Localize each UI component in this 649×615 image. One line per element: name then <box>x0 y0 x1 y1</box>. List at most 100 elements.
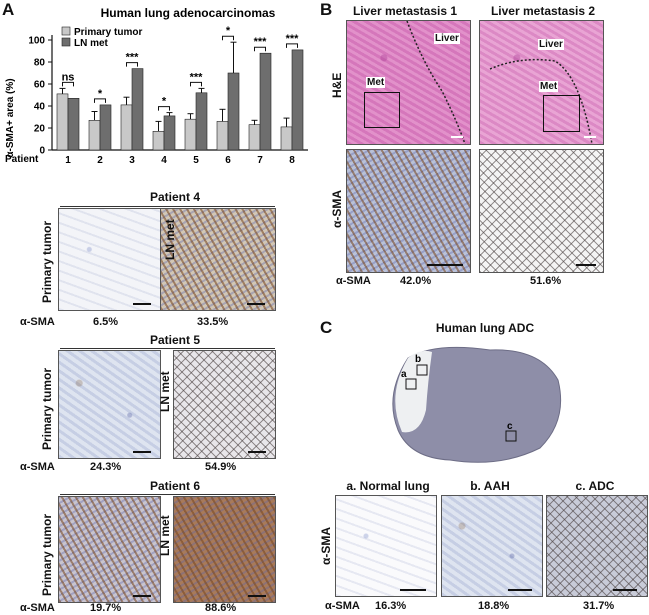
y-tick-label: 100 <box>28 36 45 47</box>
patient-4-title: Patient 4 <box>149 190 200 204</box>
bar-ln-patient-3 <box>131 68 144 151</box>
significance-label: *** <box>286 33 300 45</box>
bar-primary-patient-1 <box>56 93 69 151</box>
patient-6-marker: α-SMA <box>20 602 55 614</box>
significance-bracket <box>286 43 298 48</box>
significance-label: * <box>98 88 103 100</box>
liver-met-2-title: Liver metastasis 2 <box>490 4 596 18</box>
patient-5-ln-value: 54.9% <box>205 461 237 473</box>
normal-lung-image <box>335 495 437 597</box>
bar-primary-patient-6 <box>216 121 229 151</box>
he-row-label: H&E <box>330 72 344 98</box>
y-tick-label: 80 <box>34 58 46 69</box>
patient-5-primary-image <box>58 350 161 459</box>
significance-label: * <box>226 25 231 37</box>
box-b-label: b <box>415 354 421 365</box>
x-tick-label: 4 <box>161 155 167 166</box>
bar-ln-patient-8 <box>291 49 304 151</box>
patient-6-title: Patient 6 <box>149 479 200 493</box>
normal-lung-value: 16.3% <box>375 600 407 612</box>
significance-bracket <box>126 62 138 67</box>
he-liver-met-1-image: Liver Met <box>346 20 471 145</box>
bar-primary-patient-7 <box>248 124 261 151</box>
patient-5-marker: α-SMA <box>20 461 55 473</box>
y-axis-label: α-SMA+ area (%) <box>5 78 16 157</box>
bar-ln-patient-7 <box>259 52 272 151</box>
panel-label-c: C <box>320 318 333 337</box>
liver-met-1-title: Liver metastasis 1 <box>352 4 458 18</box>
box-c-label: c <box>507 421 513 432</box>
patient-6-rule <box>60 494 275 495</box>
patient-6-primary-label: Primary tumor <box>40 513 54 596</box>
panel-label-b: B <box>320 0 333 19</box>
sma-liver-met-2-image <box>479 149 604 273</box>
x-tick-label: 1 <box>65 155 71 166</box>
patient-4-primary-label: Primary tumor <box>40 220 54 303</box>
sma-row-label-c: α-SMA <box>319 526 333 565</box>
patient-4-marker: α-SMA <box>20 316 55 328</box>
y-tick-label: 20 <box>34 124 46 135</box>
bar-chart: Human lung adenocarcinomas α-SMA+ area (… <box>5 6 308 166</box>
adc-image <box>546 495 648 597</box>
significance-bracket <box>94 98 106 103</box>
aah-image <box>441 495 543 597</box>
patient-5-title: Patient 5 <box>149 333 200 347</box>
aah-value: 18.8% <box>478 600 510 612</box>
patient-6-ln-image <box>173 496 276 603</box>
significance-label: ns <box>62 71 75 83</box>
met-label-2: Met <box>539 81 559 92</box>
significance-bracket <box>190 81 202 87</box>
patient-4-ln-value: 33.5% <box>197 316 229 328</box>
patient-6-primary-value: 19.7% <box>90 602 122 614</box>
sma-row-label-b: α-SMA <box>330 189 344 228</box>
significance-bracket <box>158 106 170 111</box>
patient-5-primary-value: 24.3% <box>90 461 122 473</box>
y-tick-label: 40 <box>34 102 46 113</box>
bar-ln-patient-1 <box>67 98 80 151</box>
legend-label-1: LN met <box>74 38 109 49</box>
patient-5-rule <box>60 348 275 349</box>
met-label-1: Met <box>366 77 386 88</box>
patient-6-primary-image <box>58 496 161 603</box>
panel-c-marker: α-SMA <box>325 600 360 612</box>
liver-label-1: Liver <box>434 33 460 44</box>
x-tick-label: 2 <box>97 155 103 166</box>
x-tick-label: 6 <box>225 155 231 166</box>
sub-a-title: a. Normal lung <box>346 479 430 493</box>
significance-bracket <box>222 35 234 41</box>
patient-4-ln-label: LN met <box>163 219 177 260</box>
liver-label-2: Liver <box>538 39 564 50</box>
he-liver-met-2-image: Liver Met <box>479 20 604 145</box>
x-tick-label: 8 <box>289 155 295 166</box>
patient-4-rule <box>60 206 275 207</box>
significance-bracket <box>62 81 74 87</box>
bar-ln-patient-2 <box>99 104 112 151</box>
bar-primary-patient-4 <box>152 131 165 151</box>
patient-5-ln-image <box>173 350 276 459</box>
significance-label: * <box>162 96 167 108</box>
x-tick-label: 7 <box>257 155 263 166</box>
significance-label: *** <box>126 52 140 64</box>
box-a-label: a <box>401 369 407 380</box>
bar-ln-patient-4 <box>163 115 176 151</box>
bar-primary-patient-3 <box>120 104 133 151</box>
panel-c-title: Human lung ADC <box>435 321 535 335</box>
panel-label-a: A <box>2 0 15 19</box>
bar-primary-patient-2 <box>88 120 101 151</box>
bar-primary-patient-8 <box>280 126 293 151</box>
x-tick-label: 3 <box>129 155 135 166</box>
patient-4-primary-value: 6.5% <box>93 316 119 328</box>
significance-label: *** <box>254 36 268 48</box>
legend-swatch-0 <box>61 26 71 36</box>
panel-b-marker: α-SMA <box>336 275 371 287</box>
sub-c-title: c. ADC <box>575 479 615 493</box>
whole-slide-image: a b c <box>392 346 562 463</box>
patient-4-primary-image <box>58 208 161 311</box>
patient-4-ln-image <box>160 208 276 311</box>
patient-5-ln-label: LN met <box>158 371 172 412</box>
bar-ln-patient-6 <box>227 72 240 151</box>
legend-swatch-1 <box>61 37 71 47</box>
significance-label: *** <box>190 71 204 83</box>
bar-ln-patient-5 <box>195 92 208 151</box>
bar-primary-patient-5 <box>184 118 197 151</box>
